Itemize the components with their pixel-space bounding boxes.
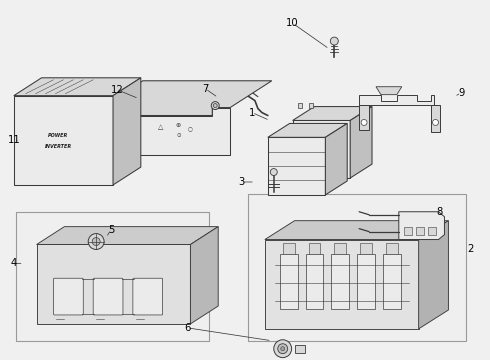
Circle shape bbox=[361, 120, 367, 125]
Text: 3: 3 bbox=[238, 177, 244, 187]
FancyBboxPatch shape bbox=[306, 255, 323, 309]
Polygon shape bbox=[265, 221, 448, 239]
FancyBboxPatch shape bbox=[331, 255, 349, 309]
Text: 12: 12 bbox=[111, 85, 123, 95]
Polygon shape bbox=[268, 137, 325, 195]
FancyBboxPatch shape bbox=[93, 278, 123, 315]
FancyBboxPatch shape bbox=[53, 278, 83, 315]
FancyBboxPatch shape bbox=[416, 227, 424, 235]
Circle shape bbox=[330, 37, 338, 45]
Polygon shape bbox=[359, 95, 434, 105]
FancyBboxPatch shape bbox=[16, 212, 209, 341]
Text: 4: 4 bbox=[11, 258, 17, 268]
Text: POWER: POWER bbox=[49, 133, 69, 138]
Circle shape bbox=[433, 120, 439, 125]
Polygon shape bbox=[376, 87, 402, 95]
Text: ○: ○ bbox=[188, 126, 193, 131]
Polygon shape bbox=[268, 123, 347, 137]
Text: 5: 5 bbox=[108, 225, 114, 235]
FancyBboxPatch shape bbox=[309, 243, 320, 255]
Circle shape bbox=[88, 234, 104, 249]
Polygon shape bbox=[101, 108, 230, 155]
FancyBboxPatch shape bbox=[428, 227, 436, 235]
Circle shape bbox=[270, 168, 277, 176]
FancyBboxPatch shape bbox=[383, 255, 401, 309]
Text: 6: 6 bbox=[184, 323, 191, 333]
Polygon shape bbox=[359, 105, 369, 130]
Text: 11: 11 bbox=[7, 135, 20, 145]
FancyBboxPatch shape bbox=[404, 227, 412, 235]
Text: 9: 9 bbox=[458, 88, 465, 98]
Text: ⊕: ⊕ bbox=[176, 123, 181, 128]
FancyBboxPatch shape bbox=[360, 243, 372, 255]
Circle shape bbox=[211, 102, 219, 109]
Polygon shape bbox=[37, 244, 191, 324]
Circle shape bbox=[281, 347, 285, 351]
Text: 1: 1 bbox=[249, 108, 255, 117]
Text: INVERTER: INVERTER bbox=[45, 144, 72, 149]
FancyBboxPatch shape bbox=[310, 103, 314, 108]
Circle shape bbox=[213, 104, 217, 108]
FancyBboxPatch shape bbox=[357, 255, 375, 309]
Circle shape bbox=[278, 344, 288, 354]
Polygon shape bbox=[265, 239, 418, 329]
Text: ⊙: ⊙ bbox=[176, 133, 181, 138]
FancyBboxPatch shape bbox=[280, 255, 297, 309]
Polygon shape bbox=[191, 227, 218, 324]
Text: △: △ bbox=[158, 125, 163, 130]
Text: 7: 7 bbox=[202, 84, 209, 94]
FancyBboxPatch shape bbox=[386, 243, 398, 255]
Text: 8: 8 bbox=[437, 207, 442, 217]
Polygon shape bbox=[101, 81, 272, 116]
Polygon shape bbox=[431, 105, 441, 132]
Circle shape bbox=[92, 238, 100, 246]
Polygon shape bbox=[294, 345, 305, 353]
FancyBboxPatch shape bbox=[283, 243, 294, 255]
FancyBboxPatch shape bbox=[334, 243, 346, 255]
Polygon shape bbox=[293, 121, 350, 178]
Text: 2: 2 bbox=[467, 244, 473, 255]
Polygon shape bbox=[293, 107, 372, 121]
FancyBboxPatch shape bbox=[297, 103, 301, 108]
Polygon shape bbox=[399, 212, 444, 239]
Polygon shape bbox=[37, 227, 218, 244]
FancyBboxPatch shape bbox=[133, 278, 163, 315]
Polygon shape bbox=[350, 107, 372, 178]
Polygon shape bbox=[14, 96, 113, 185]
Polygon shape bbox=[113, 78, 141, 185]
Circle shape bbox=[274, 340, 292, 357]
Polygon shape bbox=[325, 123, 347, 195]
FancyBboxPatch shape bbox=[248, 194, 466, 341]
Polygon shape bbox=[14, 78, 141, 96]
Text: 10: 10 bbox=[286, 18, 299, 28]
Polygon shape bbox=[418, 221, 448, 329]
